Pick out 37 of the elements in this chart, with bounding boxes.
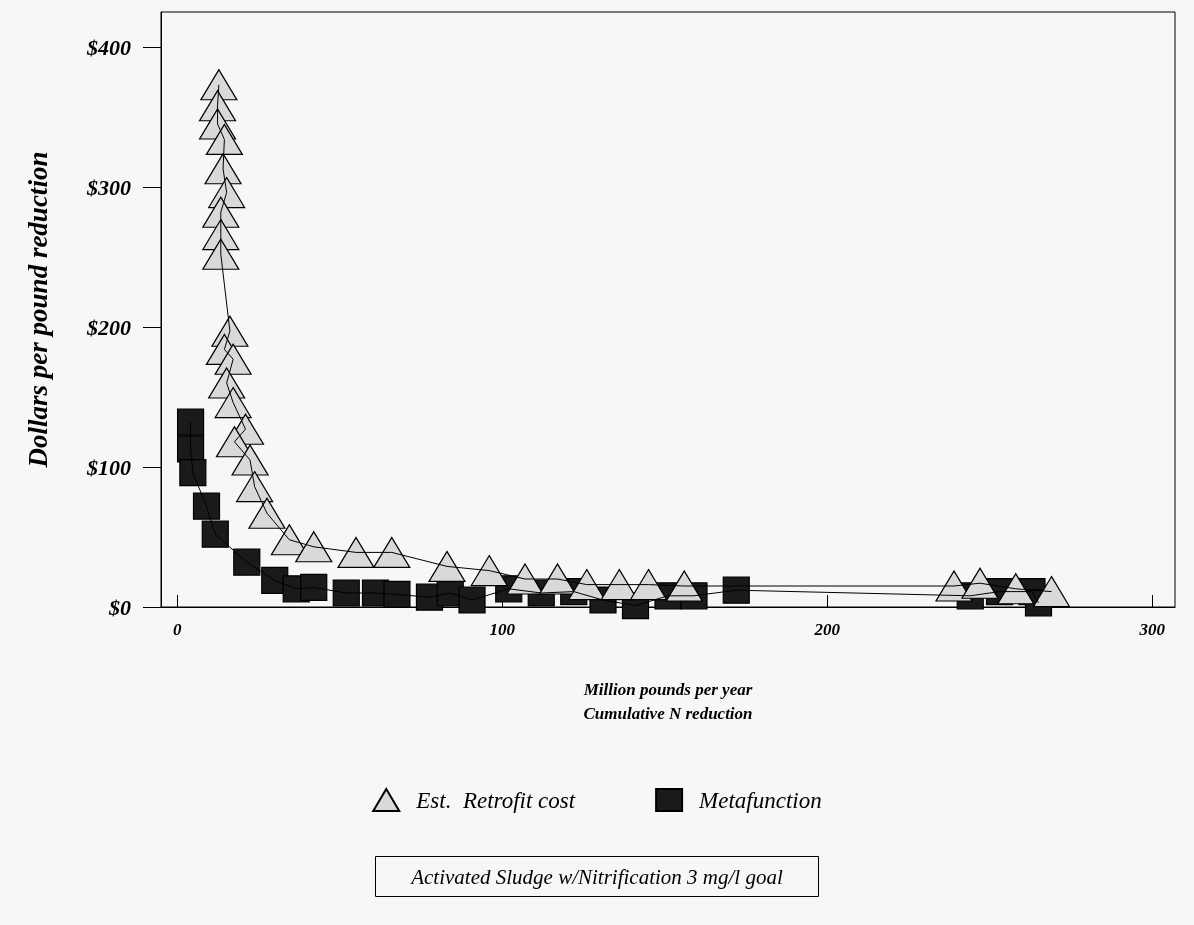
point: [236, 471, 274, 503]
point: [470, 555, 508, 587]
point: [201, 520, 229, 548]
x-axis-title: Million pounds per year Cumulative N reduction: [582, 679, 753, 723]
point: [205, 123, 243, 155]
x-tick-label: 200: [813, 620, 841, 639]
text: Activated Sludge w/Nitrification 3 mg/l goal: [409, 864, 783, 889]
point: [458, 586, 486, 614]
point: [202, 238, 240, 270]
point: [337, 536, 375, 568]
point: [176, 408, 205, 436]
point: [1032, 576, 1071, 608]
point: [428, 550, 466, 582]
y-axis-title: Dollars per pound reduction: [22, 151, 53, 469]
point: [373, 536, 411, 568]
y-tick-label: $300: [86, 174, 131, 200]
point: [383, 580, 411, 608]
point: [997, 573, 1035, 605]
point: [248, 497, 286, 529]
point: [300, 573, 328, 601]
x-tick-label: 0: [173, 620, 182, 639]
point: [233, 548, 261, 576]
x-tick-label: 100: [489, 620, 516, 639]
legend-label: Metafunction: [698, 787, 822, 813]
point: [295, 531, 333, 563]
point: [332, 579, 360, 607]
point: [179, 459, 207, 487]
point: [192, 492, 221, 520]
point: [231, 444, 269, 476]
point: [214, 387, 252, 419]
y-tick-label: $200: [86, 314, 131, 340]
y-tick-label: $0: [108, 594, 131, 620]
x-tick-label: 300: [1138, 620, 1166, 639]
y-tick-label: $400: [86, 34, 131, 60]
y-tick-label: $100: [86, 454, 131, 480]
legend-label: Est. Retrofit cost: [415, 787, 576, 813]
point: [629, 569, 668, 601]
